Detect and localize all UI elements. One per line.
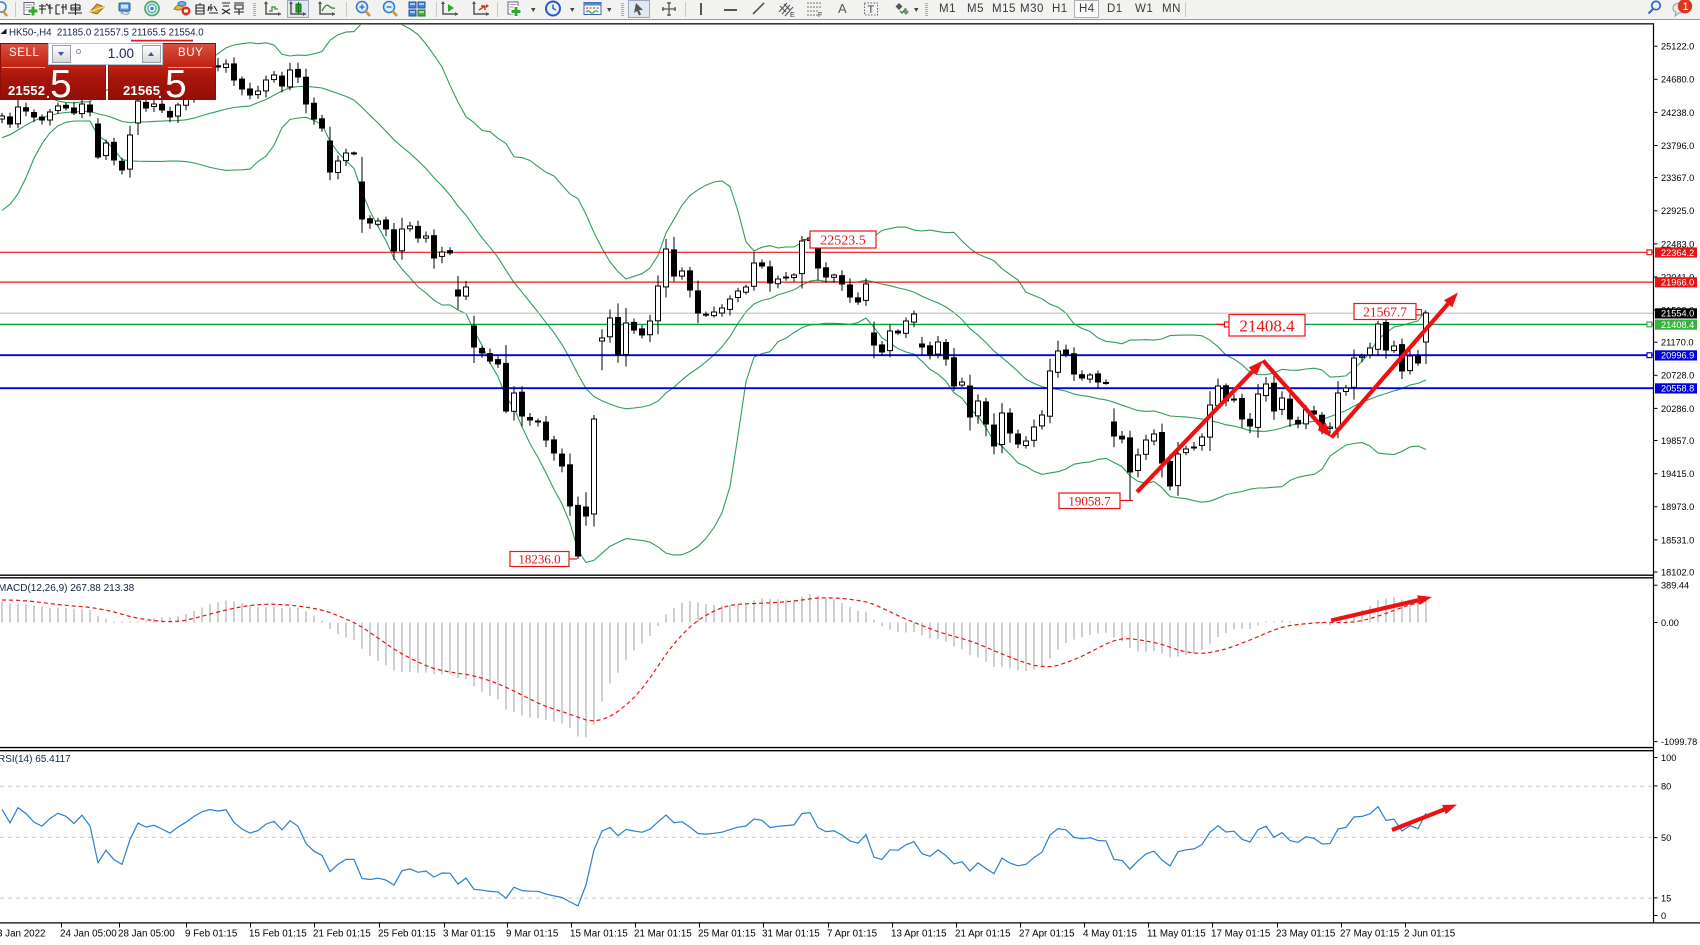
svg-text:15 Mar 01:15: 15 Mar 01:15: [570, 929, 628, 940]
svg-text:3 Jan 2022: 3 Jan 2022: [0, 929, 45, 940]
svg-text:389.44: 389.44: [1661, 581, 1689, 591]
svg-text:18973.0: 18973.0: [1661, 502, 1694, 512]
svg-text:9 Feb 01:15: 9 Feb 01:15: [185, 929, 238, 940]
svg-text:23796.0: 23796.0: [1661, 141, 1694, 151]
svg-text:27 Apr 01:15: 27 Apr 01:15: [1019, 929, 1075, 940]
svg-text:17 May 01:15: 17 May 01:15: [1211, 929, 1271, 940]
svg-text:19857.0: 19857.0: [1661, 436, 1694, 446]
svg-text:19058.7: 19058.7: [1068, 493, 1111, 508]
svg-text:20286.0: 20286.0: [1661, 404, 1694, 414]
svg-text:20996.9: 20996.9: [1661, 351, 1694, 361]
svg-text:50: 50: [1661, 833, 1671, 843]
svg-text:21554.0: 21554.0: [1661, 309, 1694, 319]
svg-text:24238.0: 24238.0: [1661, 108, 1694, 118]
svg-text:22925.0: 22925.0: [1661, 206, 1694, 216]
svg-text:22364.2: 22364.2: [1661, 248, 1694, 258]
svg-text:24680.0: 24680.0: [1661, 75, 1694, 85]
svg-text:27 May 01:15: 27 May 01:15: [1340, 929, 1400, 940]
svg-text:HK50-,H4 21185.0 21557.5 2116: HK50-,H4 21185.0 21557.5 21165.5 21554.0: [9, 28, 204, 39]
svg-text:15: 15: [1661, 893, 1671, 903]
svg-text:21966.0: 21966.0: [1661, 278, 1694, 288]
svg-text:21408.4: 21408.4: [1239, 316, 1295, 335]
svg-text:E: E: [790, 12, 795, 19]
svg-text:21 Feb 01:15: 21 Feb 01:15: [313, 929, 371, 940]
svg-text:80: 80: [1661, 781, 1671, 791]
svg-text:1: 1: [1683, 1, 1689, 13]
svg-text:21567.7: 21567.7: [1363, 304, 1407, 319]
svg-text:MACD(12,26,9) 267.88 213.38: MACD(12,26,9) 267.88 213.38: [0, 583, 135, 594]
svg-text:25 Feb 01:15: 25 Feb 01:15: [378, 929, 436, 940]
svg-text:25 Mar 01:15: 25 Mar 01:15: [698, 929, 756, 940]
svg-text:3 Mar 01:15: 3 Mar 01:15: [443, 929, 496, 940]
svg-text:20558.8: 20558.8: [1661, 384, 1694, 394]
svg-text:25122.0: 25122.0: [1661, 42, 1694, 52]
svg-text:15 Feb 01:15: 15 Feb 01:15: [249, 929, 307, 940]
svg-text:19415.0: 19415.0: [1661, 469, 1694, 479]
svg-text:18531.0: 18531.0: [1661, 535, 1694, 545]
svg-text:T: T: [868, 4, 875, 16]
svg-text:RSI(14) 65.4117: RSI(14) 65.4117: [0, 754, 71, 765]
svg-text:13 Apr 01:15: 13 Apr 01:15: [891, 929, 947, 940]
svg-text:2 Jun 01:15: 2 Jun 01:15: [1404, 929, 1456, 940]
svg-text:7 Apr 01:15: 7 Apr 01:15: [827, 929, 878, 940]
svg-text:0: 0: [1661, 911, 1666, 921]
svg-text:11 May 01:15: 11 May 01:15: [1147, 929, 1206, 940]
svg-text:9 Mar 01:15: 9 Mar 01:15: [506, 929, 559, 940]
svg-text:4 May 01:15: 4 May 01:15: [1083, 929, 1137, 940]
svg-text:23367.0: 23367.0: [1661, 173, 1694, 183]
svg-text:31 Mar 01:15: 31 Mar 01:15: [762, 929, 820, 940]
svg-text:21 Mar 01:15: 21 Mar 01:15: [634, 929, 692, 940]
svg-text:24 Jan 05:00: 24 Jan 05:00: [60, 929, 117, 940]
svg-text:28 Jan 05:00: 28 Jan 05:00: [118, 929, 175, 940]
svg-text:100: 100: [1661, 753, 1676, 763]
svg-text:18102.0: 18102.0: [1661, 567, 1694, 577]
svg-text:22483.0: 22483.0: [1661, 239, 1694, 249]
svg-text:0.00: 0.00: [1661, 618, 1679, 628]
svg-text:21408.4: 21408.4: [1661, 320, 1694, 330]
svg-text:21 Apr 01:15: 21 Apr 01:15: [955, 929, 1011, 940]
svg-text:20728.0: 20728.0: [1661, 371, 1694, 381]
svg-text:F: F: [818, 12, 822, 19]
svg-text:21170.0: 21170.0: [1661, 338, 1694, 348]
svg-text:-1099.78: -1099.78: [1661, 737, 1697, 747]
svg-text:22523.5: 22523.5: [820, 234, 866, 249]
svg-text:23 May 01:15: 23 May 01:15: [1276, 929, 1336, 940]
svg-text:18236.0: 18236.0: [518, 552, 560, 567]
